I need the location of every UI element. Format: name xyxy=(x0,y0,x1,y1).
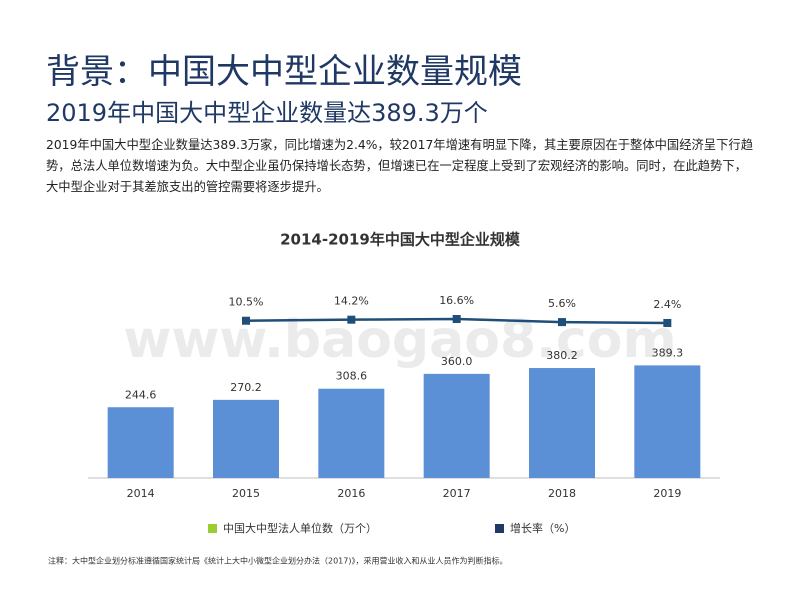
data-label: 244.6 xyxy=(125,388,157,401)
bar xyxy=(107,407,174,478)
data-label: 308.6 xyxy=(336,370,368,383)
line-marker xyxy=(558,318,566,327)
legend-label: 增长率（%） xyxy=(510,521,575,535)
legend-swatch xyxy=(208,524,217,533)
data-label: 270.2 xyxy=(230,381,262,394)
x-tick-label: 2019 xyxy=(653,487,681,500)
paragraph: 2019年中国大中型企业数量达389.3万家，同比增速为2.4%，较2017年增… xyxy=(46,138,753,194)
x-tick-label: 2017 xyxy=(443,487,471,500)
chart-title: 2014-2019年中国大中型企业规模 xyxy=(280,231,521,249)
x-tick-label: 2018 xyxy=(548,487,576,500)
data-label: 16.6% xyxy=(439,294,474,307)
bar xyxy=(318,388,385,478)
slide-subtitle: 2019年中国大中型企业数量达389.3万个 xyxy=(46,99,488,127)
bar xyxy=(423,373,490,478)
data-label: 5.6% xyxy=(548,297,576,310)
footnote: 注释：大中型企业划分标准遵循国家统计局《统计上大中小微型企业划分办法（2017)… xyxy=(48,556,507,566)
data-label: 380.2 xyxy=(546,349,578,362)
legend-label: 中国大中型法人单位数（万个） xyxy=(223,521,377,535)
slide-title: 背景：中国大中型企业数量规模 xyxy=(46,52,522,92)
line-marker xyxy=(242,316,250,325)
legend-swatch xyxy=(495,524,504,533)
bar xyxy=(529,368,595,478)
data-label: 2.4% xyxy=(653,298,681,311)
line-marker xyxy=(663,318,672,327)
data-label: 10.5% xyxy=(229,296,264,309)
data-label: 389.3 xyxy=(652,346,684,359)
x-tick-label: 2015 xyxy=(232,487,260,500)
data-label: 360.0 xyxy=(441,355,473,368)
bar xyxy=(634,365,701,478)
x-tick-label: 2014 xyxy=(127,487,155,500)
data-label: 14.2% xyxy=(334,295,369,308)
line-marker xyxy=(347,315,356,324)
line-marker xyxy=(452,315,461,324)
bar xyxy=(213,399,279,478)
x-tick-label: 2016 xyxy=(337,487,365,500)
